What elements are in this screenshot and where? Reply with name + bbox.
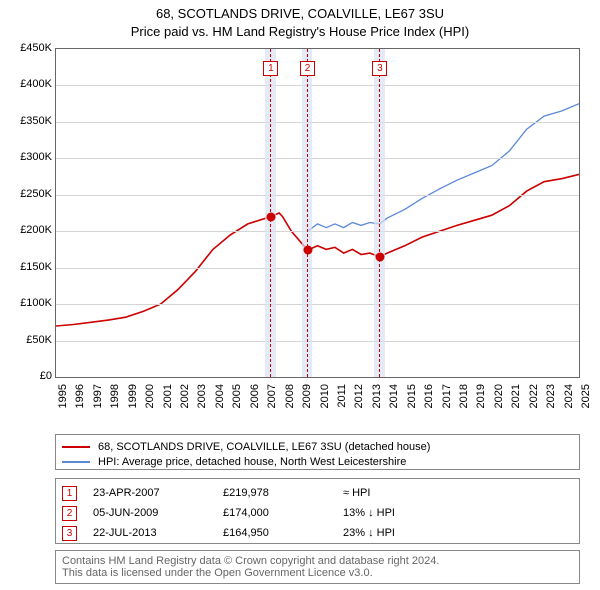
swatch-red bbox=[62, 446, 90, 448]
line-series-svg bbox=[56, 49, 579, 377]
x-tick-label: 2014 bbox=[388, 384, 400, 414]
x-tick-label: 1996 bbox=[74, 384, 86, 414]
y-tick-label: £100K bbox=[7, 297, 52, 309]
x-tick-label: 1998 bbox=[109, 384, 121, 414]
event-dash-line bbox=[379, 49, 380, 377]
x-tick-label: 2002 bbox=[179, 384, 191, 414]
x-tick-label: 2004 bbox=[214, 384, 226, 414]
x-tick-label: 2011 bbox=[336, 384, 348, 414]
x-tick-label: 2025 bbox=[580, 384, 592, 414]
sale-point-marker bbox=[266, 212, 275, 221]
x-tick-label: 2024 bbox=[563, 384, 575, 414]
x-tick-label: 2008 bbox=[284, 384, 296, 414]
transaction-pct: 13% ↓ HPI bbox=[343, 507, 463, 519]
transaction-number: 1 bbox=[62, 486, 77, 501]
transaction-price: £164,950 bbox=[223, 527, 343, 539]
event-number-marker: 2 bbox=[300, 61, 315, 76]
transaction-pct: 23% ↓ HPI bbox=[343, 527, 463, 539]
event-number-marker: 1 bbox=[263, 61, 278, 76]
y-tick-label: £350K bbox=[7, 115, 52, 127]
legend-row-blue: HPI: Average price, detached house, Nort… bbox=[62, 455, 573, 469]
x-tick-label: 2012 bbox=[353, 384, 365, 414]
event-number-marker: 3 bbox=[372, 61, 387, 76]
x-axis-ticks: 1995 1996 1997 1998 1999 2000 2001 2002 2003 2004… bbox=[55, 380, 580, 430]
transaction-row: 2 05-JUN-2009£174,00013% ↓ HPI bbox=[62, 503, 573, 523]
x-tick-label: 2021 bbox=[510, 384, 522, 414]
y-tick-label: £450K bbox=[7, 42, 52, 54]
transaction-price: £219,978 bbox=[223, 487, 343, 499]
y-tick-label: £250K bbox=[7, 188, 52, 200]
y-tick-label: £0 bbox=[7, 370, 52, 382]
x-tick-label: 2005 bbox=[231, 384, 243, 414]
transaction-price: £174,000 bbox=[223, 507, 343, 519]
y-tick-label: £50K bbox=[7, 334, 52, 346]
title-line-1: 68, SCOTLANDS DRIVE, COALVILLE, LE67 3SU bbox=[0, 6, 600, 21]
x-tick-label: 2010 bbox=[319, 384, 331, 414]
swatch-blue bbox=[62, 461, 90, 463]
x-tick-label: 2000 bbox=[144, 384, 156, 414]
x-tick-label: 1999 bbox=[127, 384, 139, 414]
transaction-date: 22-JUL-2013 bbox=[93, 527, 223, 539]
x-tick-label: 2009 bbox=[301, 384, 313, 414]
x-tick-label: 2017 bbox=[441, 384, 453, 414]
x-tick-label: 1997 bbox=[92, 384, 104, 414]
x-tick-label: 2019 bbox=[475, 384, 487, 414]
x-tick-label: 2003 bbox=[196, 384, 208, 414]
transaction-row: 3 22-JUL-2013£164,95023% ↓ HPI bbox=[62, 523, 573, 543]
footer-line-2: This data is licensed under the Open Gov… bbox=[62, 567, 573, 579]
x-tick-label: 2022 bbox=[528, 384, 540, 414]
x-tick-label: 2015 bbox=[406, 384, 418, 414]
y-tick-label: £400K bbox=[7, 78, 52, 90]
transaction-date: 05-JUN-2009 bbox=[93, 507, 223, 519]
y-tick-label: £200K bbox=[7, 224, 52, 236]
x-tick-label: 2018 bbox=[458, 384, 470, 414]
sale-point-marker bbox=[303, 246, 312, 255]
title-line-2: Price paid vs. HM Land Registry's House … bbox=[0, 24, 600, 39]
transaction-row: 1 23-APR-2007£219,978≈ HPI bbox=[62, 483, 573, 503]
x-tick-label: 2006 bbox=[249, 384, 261, 414]
x-tick-label: 2013 bbox=[371, 384, 383, 414]
legend-row-red: 68, SCOTLANDS DRIVE, COALVILLE, LE67 3SU… bbox=[62, 440, 573, 454]
transaction-pct: ≈ HPI bbox=[343, 487, 463, 499]
x-tick-label: 2007 bbox=[266, 384, 278, 414]
transaction-number: 3 bbox=[62, 526, 77, 541]
chart-figure: 68, SCOTLANDS DRIVE, COALVILLE, LE67 3SU… bbox=[0, 0, 600, 590]
footer-line-1: Contains HM Land Registry data © Crown c… bbox=[62, 555, 573, 567]
x-tick-label: 2001 bbox=[162, 384, 174, 414]
legend-series: 68, SCOTLANDS DRIVE, COALVILLE, LE67 3SU… bbox=[55, 434, 580, 470]
sale-point-marker bbox=[375, 252, 384, 261]
y-tick-label: £150K bbox=[7, 261, 52, 273]
transactions-table: 1 23-APR-2007£219,978≈ HPI 2 05-JUN-2009£17… bbox=[55, 478, 580, 544]
footer-attribution: Contains HM Land Registry data © Crown c… bbox=[55, 550, 580, 584]
plot-area: 1 2 3 bbox=[55, 48, 580, 378]
legend-blue-label: HPI: Average price, detached house, Nort… bbox=[98, 456, 406, 468]
transaction-date: 23-APR-2007 bbox=[93, 487, 223, 499]
x-tick-label: 2023 bbox=[545, 384, 557, 414]
legend-red-label: 68, SCOTLANDS DRIVE, COALVILLE, LE67 3SU… bbox=[98, 441, 430, 453]
x-tick-label: 2016 bbox=[423, 384, 435, 414]
transaction-number: 2 bbox=[62, 506, 77, 521]
y-tick-label: £300K bbox=[7, 151, 52, 163]
x-tick-label: 1995 bbox=[57, 384, 69, 414]
x-tick-label: 2020 bbox=[493, 384, 505, 414]
event-dash-line bbox=[307, 49, 308, 377]
